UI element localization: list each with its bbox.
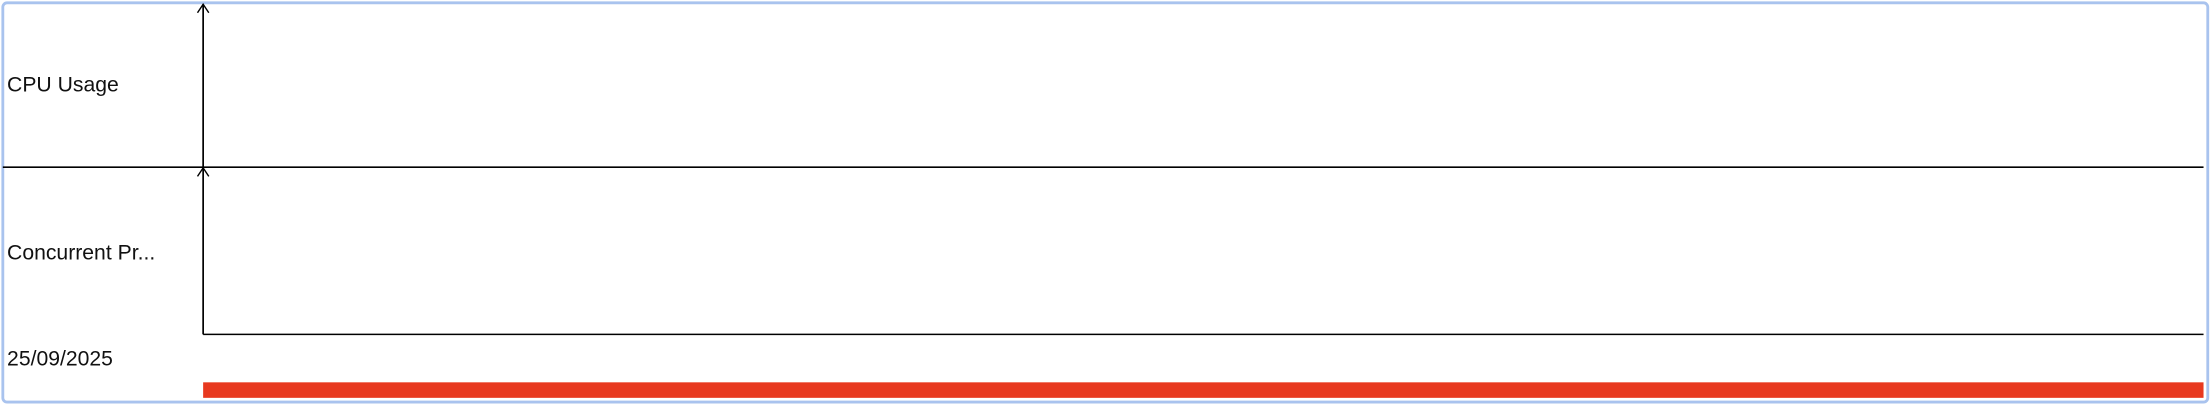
date-label: 25/09/2025 xyxy=(7,347,113,370)
y-axis-label: Concurrent Pr... xyxy=(7,242,155,265)
axis-arrow xyxy=(196,2,210,14)
y-axis-label: CPU Usage xyxy=(7,74,119,97)
timeline-bar xyxy=(203,382,2204,398)
